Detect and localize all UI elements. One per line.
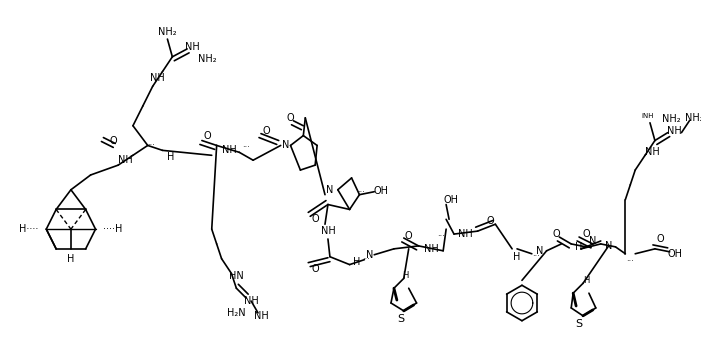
Text: OH: OH — [667, 249, 682, 259]
Text: O: O — [486, 216, 494, 226]
Text: O: O — [203, 130, 210, 141]
Text: NH₂: NH₂ — [685, 113, 701, 123]
Text: H: H — [67, 254, 74, 264]
Text: OH: OH — [444, 195, 458, 205]
Text: iNH: iNH — [641, 113, 654, 119]
Text: N: N — [605, 241, 612, 251]
Text: NH: NH — [244, 296, 259, 306]
Text: O: O — [287, 113, 294, 123]
Text: O: O — [656, 234, 664, 244]
Text: HN: HN — [229, 271, 244, 282]
Text: NH: NH — [424, 244, 439, 254]
Text: O: O — [262, 126, 270, 136]
Text: O: O — [405, 231, 412, 241]
Text: N: N — [366, 250, 373, 260]
Text: NH: NH — [667, 126, 682, 136]
Text: ····H: ····H — [104, 224, 123, 234]
Text: NH₂: NH₂ — [158, 27, 177, 37]
Text: H: H — [402, 271, 409, 280]
Text: NH: NH — [645, 147, 660, 157]
Text: H: H — [353, 256, 360, 267]
Text: N: N — [589, 236, 597, 246]
Text: H····: H···· — [19, 224, 39, 234]
Text: O: O — [311, 263, 319, 274]
Text: O: O — [109, 135, 117, 145]
Text: H: H — [513, 252, 521, 262]
Text: ···: ··· — [627, 257, 634, 266]
Text: O: O — [552, 229, 560, 239]
Text: S: S — [397, 314, 404, 324]
Text: N: N — [282, 141, 290, 150]
Text: NH: NH — [150, 73, 165, 84]
Text: ···: ··· — [243, 143, 250, 152]
Text: OH: OH — [374, 186, 388, 196]
Text: ···: ··· — [362, 255, 370, 264]
Text: ···: ··· — [532, 252, 540, 261]
Text: NH: NH — [458, 229, 473, 239]
Text: ···: ··· — [585, 244, 593, 253]
Text: NH₂: NH₂ — [662, 114, 681, 124]
Text: H: H — [576, 242, 583, 252]
Text: NH: NH — [254, 311, 268, 321]
Text: N: N — [536, 246, 543, 256]
Text: O: O — [582, 229, 590, 239]
Text: NH: NH — [222, 145, 237, 155]
Text: NH: NH — [118, 155, 132, 165]
Text: ···: ··· — [437, 232, 445, 242]
Text: NH: NH — [184, 42, 199, 52]
Text: H: H — [583, 276, 589, 285]
Text: H: H — [167, 152, 174, 162]
Text: S: S — [576, 319, 583, 329]
Text: ···: ··· — [358, 188, 365, 197]
Text: NH: NH — [320, 226, 335, 236]
Text: ···: ··· — [147, 141, 155, 150]
Text: N: N — [326, 185, 334, 195]
Text: NH₂: NH₂ — [198, 54, 216, 64]
Text: H₂N: H₂N — [227, 308, 245, 318]
Text: O: O — [311, 214, 319, 224]
